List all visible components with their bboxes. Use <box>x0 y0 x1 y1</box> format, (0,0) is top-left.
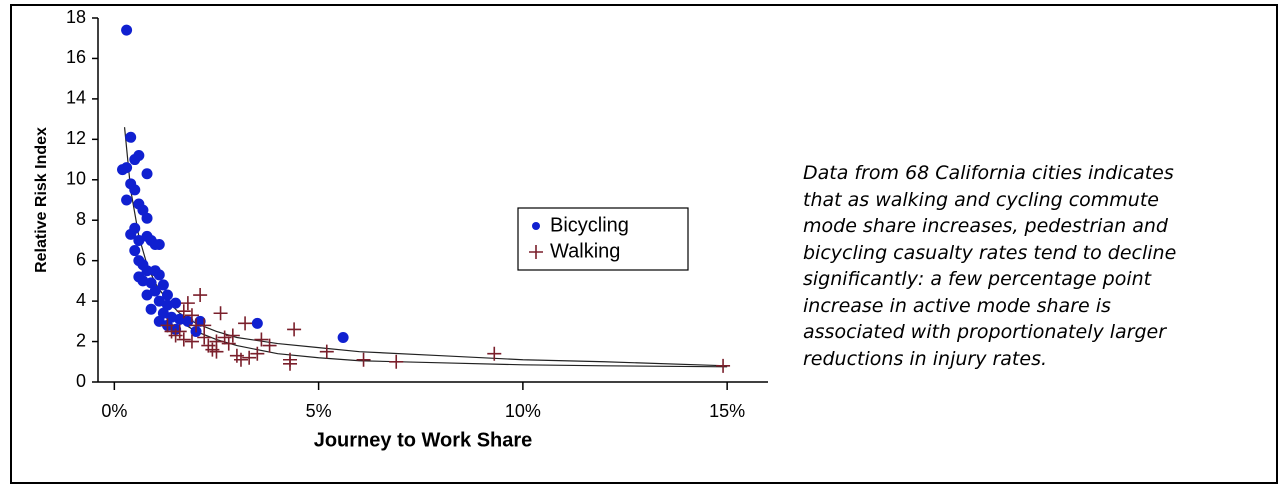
trend-line <box>123 127 728 367</box>
point <box>176 304 191 319</box>
point <box>157 279 169 291</box>
point <box>133 234 145 246</box>
point <box>121 162 133 174</box>
x-axis-label: Journey to Work Share <box>314 429 533 451</box>
point <box>133 150 145 162</box>
point <box>184 334 199 349</box>
x-tick-label: 15% <box>709 401 745 421</box>
point <box>153 269 165 281</box>
point <box>225 328 240 343</box>
x-tick-label: 0% <box>101 401 127 421</box>
point <box>283 356 298 371</box>
point <box>141 289 153 301</box>
legend-box <box>517 207 689 271</box>
note-line: that as walking and cycling commute <box>803 188 1159 211</box>
y-tick-label: 18 <box>66 7 86 27</box>
note-line: significantly: a few percentage point <box>803 268 1152 290</box>
point <box>125 131 137 143</box>
point <box>250 346 265 361</box>
point <box>153 295 165 307</box>
y-axis-label: Relative Risk Index <box>33 127 50 273</box>
point <box>121 194 133 206</box>
point <box>193 288 208 303</box>
note-line: associated with proportionately larger <box>803 321 1167 343</box>
point <box>129 245 141 257</box>
point <box>121 24 133 36</box>
point <box>229 348 244 363</box>
point <box>170 297 182 309</box>
x-tick-label: 10% <box>505 401 541 421</box>
point <box>180 296 195 311</box>
note-line: increase in active mode share is <box>803 294 1111 317</box>
y-tick-label: 14 <box>66 88 86 108</box>
point <box>716 358 731 373</box>
point <box>209 344 224 359</box>
point <box>337 332 349 344</box>
y-tick-label: 16 <box>66 47 86 67</box>
y-tick-label: 8 <box>76 209 86 229</box>
point <box>129 184 141 196</box>
point <box>238 316 253 331</box>
point <box>141 265 153 277</box>
point <box>205 342 220 357</box>
legend-marker <box>529 245 543 259</box>
point <box>149 285 161 297</box>
point <box>197 330 212 345</box>
point <box>213 306 228 321</box>
point <box>145 277 157 289</box>
point <box>137 204 149 216</box>
legend-label: Walking <box>550 240 620 262</box>
point <box>194 315 206 327</box>
legend-label: Bicycling <box>550 214 629 236</box>
point <box>254 332 269 347</box>
point <box>487 346 502 361</box>
point <box>157 307 169 319</box>
point <box>287 322 302 337</box>
chart: Relative Risk Index Journey to Work Shar… <box>33 7 768 451</box>
note-line: Data from 68 California cities indicates <box>803 162 1174 184</box>
y-tick-label: 2 <box>76 330 86 350</box>
note-line: mode share increases, pedestrian and <box>803 215 1168 237</box>
point <box>176 332 191 347</box>
point <box>182 315 194 327</box>
note-line: reductions in injury rates. <box>803 347 1048 370</box>
point <box>164 324 179 339</box>
point <box>141 168 153 180</box>
point <box>251 317 263 329</box>
point <box>184 308 199 323</box>
note-line: bicycling casualty rates tend to decline <box>803 241 1177 264</box>
point <box>262 338 277 353</box>
note: Data from 68 California cities indicates… <box>803 160 1273 372</box>
point <box>356 352 371 367</box>
point <box>201 338 216 353</box>
point <box>233 352 248 367</box>
point <box>153 315 165 327</box>
point <box>145 303 157 315</box>
y-tick-label: 0 <box>76 371 86 391</box>
point <box>197 318 212 333</box>
point <box>125 228 137 240</box>
y-tick-label: 6 <box>76 249 86 269</box>
y-tick-label: 12 <box>66 128 86 148</box>
point <box>141 212 153 224</box>
point <box>153 238 165 250</box>
y-tick-label: 10 <box>66 169 86 189</box>
point <box>389 354 404 369</box>
y-tick-label: 4 <box>76 290 86 310</box>
point <box>319 344 334 359</box>
point <box>221 336 236 351</box>
point <box>161 289 173 301</box>
x-tick-label: 5% <box>306 401 332 421</box>
legend-marker <box>532 222 540 230</box>
point <box>242 350 257 365</box>
